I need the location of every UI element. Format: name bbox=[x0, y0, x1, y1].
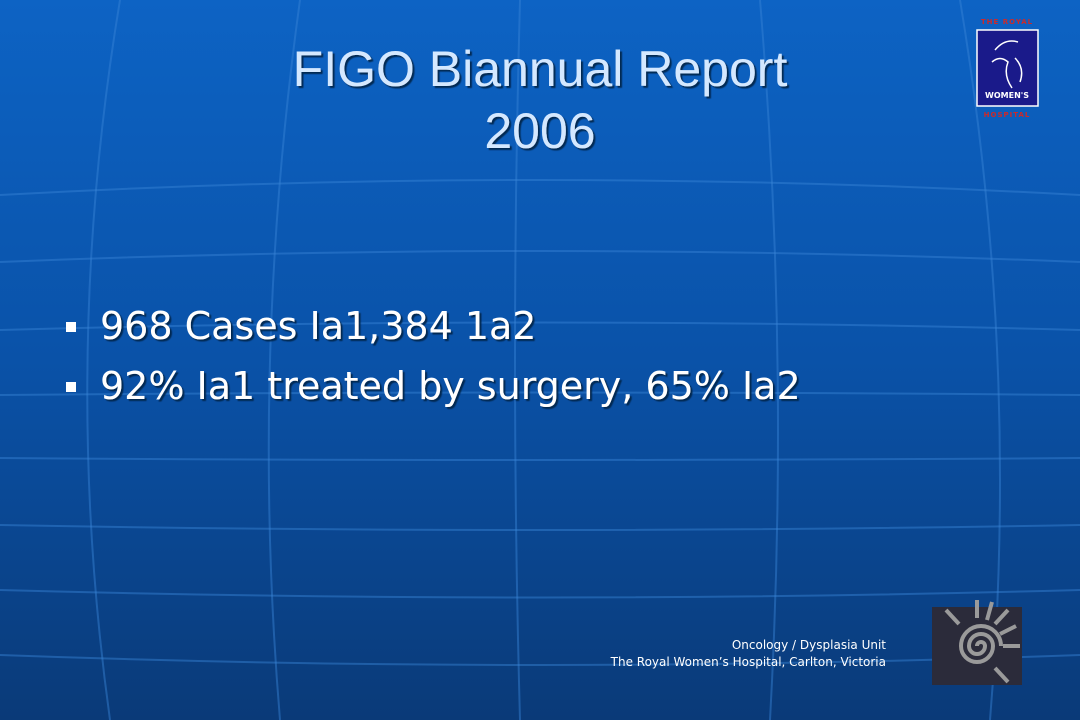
bullet-marker bbox=[66, 382, 76, 392]
logo-figure bbox=[991, 40, 1023, 89]
logo-box bbox=[976, 29, 1039, 107]
logo-text: HOSPITAL bbox=[984, 111, 1031, 119]
footer-line: The Royal Women’s Hospital, Carlton, Vic… bbox=[610, 655, 886, 669]
hospital-logo: THE ROYAL WOMEN'S HOSPITAL bbox=[976, 18, 1039, 119]
bullet-text: 968 Cases Ia1,384 1a2 bbox=[100, 304, 536, 348]
bullet-marker bbox=[66, 322, 76, 332]
title-line: FIGO Biannual Report bbox=[293, 41, 788, 97]
icon-rays bbox=[944, 600, 1020, 684]
footer-line: Oncology / Dysplasia Unit bbox=[732, 638, 886, 652]
logo-text: WOMEN'S bbox=[985, 91, 1029, 100]
title-line: 2006 bbox=[484, 103, 595, 159]
logo-text: THE ROYAL bbox=[981, 18, 1033, 26]
bullet-text: 92% Ia1 treated by surgery, 65% Ia2 bbox=[100, 364, 801, 408]
icon-spiral bbox=[958, 624, 1003, 664]
spiral-icon bbox=[932, 600, 1022, 685]
